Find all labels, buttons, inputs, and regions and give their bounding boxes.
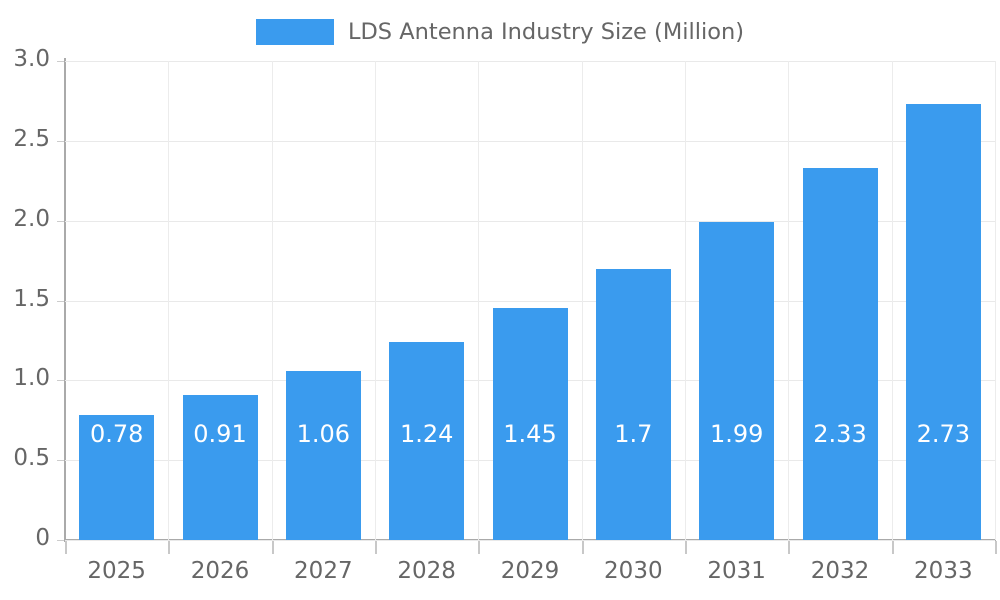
bar[interactable]: 1.7 <box>595 268 671 540</box>
bar[interactable]: 0.78 <box>79 415 155 540</box>
gridline-vertical <box>272 61 273 540</box>
x-axis-tick-label: 2026 <box>190 558 250 584</box>
y-axis-line <box>64 58 66 542</box>
y-axis-tick <box>57 300 64 302</box>
y-axis-tick <box>57 140 64 142</box>
x-axis-tick <box>582 541 584 554</box>
chart-legend: LDS Antenna Industry Size (Million) <box>0 12 1000 52</box>
x-axis-tick-label: 2027 <box>294 558 353 584</box>
x-axis-tick <box>375 541 377 554</box>
gridline-vertical <box>995 61 996 540</box>
gridline-vertical <box>375 61 376 540</box>
y-axis-tick <box>57 460 64 462</box>
bar-value-label: 1.99 <box>709 420 764 448</box>
y-axis-tick-label: 2.5 <box>13 125 50 152</box>
y-axis-tick <box>57 61 64 62</box>
x-axis-tick <box>272 541 274 554</box>
x-axis-tick-label: 2025 <box>87 558 146 584</box>
bar-value-label: 0.91 <box>193 420 247 448</box>
bar-value-label: 1.45 <box>503 420 557 448</box>
x-axis-tick <box>788 541 790 554</box>
gridline-vertical <box>788 61 789 540</box>
legend-color-swatch <box>255 19 334 45</box>
y-axis-tick-label: 0 <box>35 525 50 551</box>
y-axis-tick-label: 2.0 <box>13 205 50 232</box>
gridline-horizontal <box>65 300 995 302</box>
bar-value-label: 0.78 <box>89 420 144 448</box>
y-axis-tick-label: 1.5 <box>13 285 50 312</box>
x-axis-tick <box>995 541 997 554</box>
bar[interactable]: 2.33 <box>802 167 878 540</box>
gridline-vertical <box>685 61 686 540</box>
gridline-vertical <box>168 61 169 540</box>
bar[interactable]: 2.73 <box>905 104 981 540</box>
bar-value-label: 1.06 <box>296 420 351 448</box>
bar-value-label: 2.33 <box>813 420 867 448</box>
y-axis-tick-label: 3.0 <box>13 46 50 72</box>
bar-value-label: 1.7 <box>614 420 653 448</box>
gridline-vertical <box>892 61 893 540</box>
gridline-horizontal <box>65 140 995 142</box>
x-axis-tick <box>478 541 480 554</box>
bar[interactable]: 1.06 <box>285 370 361 540</box>
bar[interactable]: 1.24 <box>389 342 465 540</box>
x-axis-tick-label: 2030 <box>604 558 663 584</box>
gridline-vertical <box>582 61 583 540</box>
bar[interactable]: 1.99 <box>699 222 775 540</box>
x-axis-tick-label: 2032 <box>810 558 870 584</box>
x-axis-tick <box>892 541 894 554</box>
x-axis-tick-label: 2029 <box>500 558 560 584</box>
y-axis-tick <box>57 380 64 382</box>
gridline-horizontal <box>65 61 995 62</box>
y-axis-tick-label: 0.5 <box>13 445 50 472</box>
x-axis-tick <box>685 541 687 554</box>
x-axis-tick-label: 2028 <box>397 558 456 584</box>
gridline-horizontal <box>65 540 995 541</box>
x-axis-tick <box>65 541 67 554</box>
x-axis-tick-label: 2031 <box>707 558 766 584</box>
bar[interactable]: 0.91 <box>182 394 258 540</box>
bar-value-label: 1.24 <box>399 420 454 448</box>
x-axis-tick-label: 2033 <box>914 558 973 584</box>
y-axis-tick <box>57 540 64 541</box>
bar[interactable]: 1.45 <box>492 308 568 540</box>
y-axis-tick-label: 1.0 <box>13 365 50 392</box>
gridline-vertical <box>478 61 479 540</box>
legend-label: LDS Antenna Industry Size (Million) <box>347 19 745 45</box>
y-axis-tick <box>57 220 64 222</box>
plot-area: 0.78 0.91 1.06 1.24 1.45 1.7 1.99 2.33 2.73 <box>65 61 996 541</box>
x-axis-tick <box>168 541 170 554</box>
gridline-horizontal <box>65 220 995 222</box>
bar-value-label: 2.73 <box>916 420 971 448</box>
